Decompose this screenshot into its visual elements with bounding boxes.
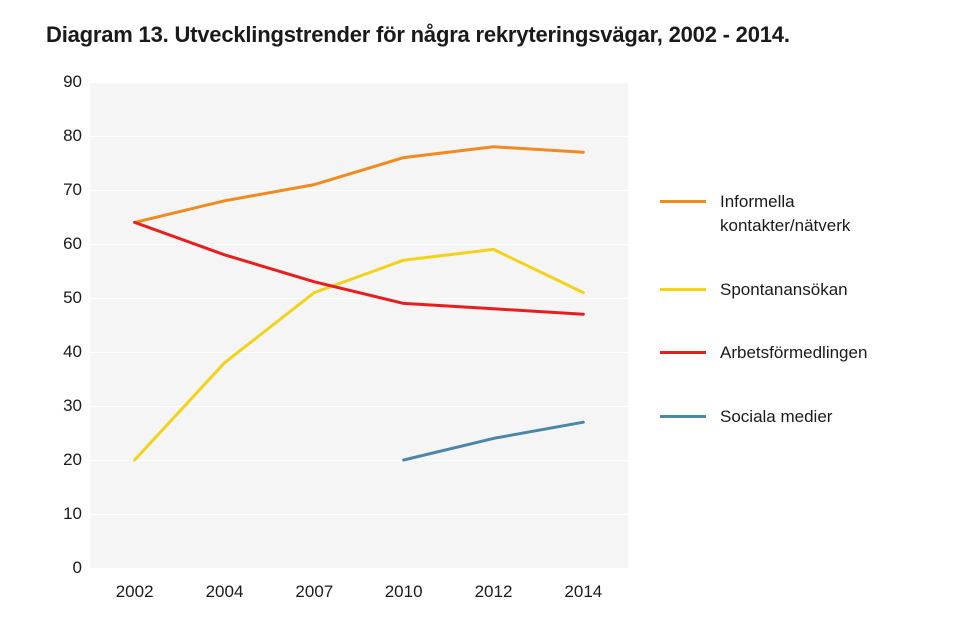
legend-swatch	[660, 415, 706, 418]
chart-container: Diagram 13. Utvecklingstrender för några…	[0, 0, 974, 640]
legend-item-informella: Informella kontakter/nätverk	[660, 190, 960, 238]
legend-label: Spontanansökan	[720, 278, 848, 302]
legend-item-sociala: Sociala medier	[660, 405, 960, 429]
legend-swatch	[660, 351, 706, 354]
series-line-arbetsformedlingen	[135, 222, 584, 314]
legend-swatch	[660, 200, 706, 203]
series-line-sociala	[404, 422, 584, 460]
legend-label: Arbetsförmedlingen	[720, 341, 867, 365]
legend-item-spontan: Spontanansökan	[660, 278, 960, 302]
legend: Informella kontakter/nätverk Spontanansök…	[660, 190, 960, 469]
legend-label: Sociala medier	[720, 405, 832, 429]
legend-label: Informella kontakter/nätverk	[720, 190, 910, 238]
series-line-spontan	[135, 249, 584, 460]
series-line-informella	[135, 147, 584, 223]
legend-item-arbetsformedlingen: Arbetsförmedlingen	[660, 341, 960, 365]
legend-swatch	[660, 288, 706, 291]
